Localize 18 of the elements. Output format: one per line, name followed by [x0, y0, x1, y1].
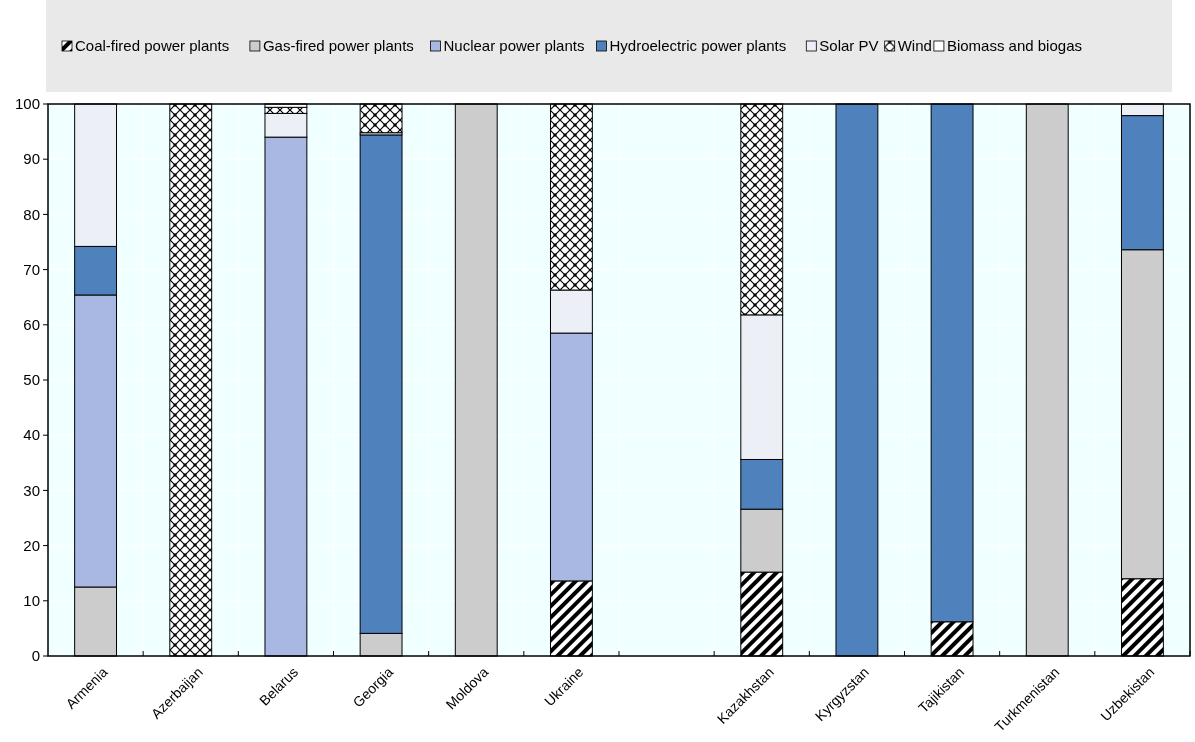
y-tick-label: 0: [31, 647, 40, 665]
legend-label: Biomass and biogas: [946, 37, 1082, 54]
legend-label: Coal-fired power plants: [75, 37, 230, 54]
y-tick-label: 40: [23, 426, 40, 444]
legend-label: Nuclear power plants: [443, 37, 585, 54]
y-tick-label: 10: [23, 592, 40, 610]
y-tick-label: 90: [23, 150, 40, 168]
y-tick-label: 50: [23, 371, 40, 389]
y-tick-label: 80: [23, 205, 40, 223]
y-tick-label: 20: [23, 536, 40, 554]
legend-label: Hydroelectric power plants: [609, 37, 787, 54]
legend-label: Wind: [897, 37, 932, 54]
y-tick-label: 30: [23, 481, 40, 499]
y-tick-label: 100: [14, 95, 40, 113]
legend-label: Gas-fired power plants: [262, 37, 414, 54]
y-tick-label: 60: [23, 316, 40, 334]
y-tick-label: 70: [23, 260, 40, 278]
legend-label: Solar PV: [819, 37, 879, 54]
